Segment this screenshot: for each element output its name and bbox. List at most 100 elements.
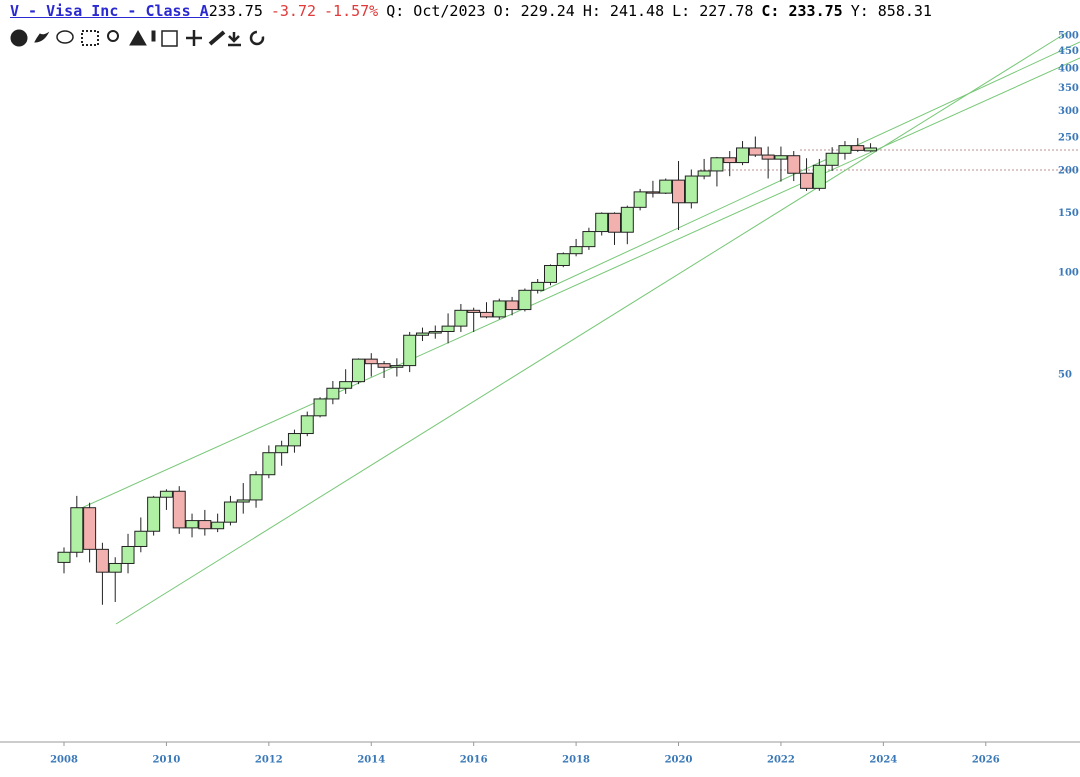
candle-body (351, 358, 365, 383)
symbol-link[interactable]: V - Visa Inc - Class A (10, 2, 209, 20)
x-tick-label: 2014 (357, 755, 385, 766)
x-tick-label: 2026 (972, 755, 1000, 766)
y-tick-label: 250 (1058, 133, 1079, 144)
candle-body (595, 212, 609, 233)
high: H: 241.48 (582, 2, 665, 20)
candle-body (672, 179, 686, 204)
candle-body (313, 398, 327, 417)
link-icon[interactable] (208, 30, 226, 46)
toolbar (10, 29, 265, 47)
candle-body (147, 496, 161, 532)
trend-line (76, 57, 1080, 511)
price: 233.75 (208, 2, 263, 20)
list-icon[interactable] (81, 30, 99, 46)
candle-body (531, 281, 545, 291)
candle-body (812, 164, 826, 189)
y-tick-label: 50 (1058, 370, 1072, 381)
candle-body (172, 490, 186, 529)
candle-body (479, 311, 493, 318)
candle-body (838, 145, 852, 154)
move-icon[interactable] (186, 30, 202, 46)
candle-body (134, 530, 148, 547)
x-tick-label: 2016 (460, 755, 488, 766)
x-tick-label: 2022 (767, 755, 795, 766)
candle-body (825, 152, 839, 166)
refresh-icon[interactable] (249, 30, 265, 46)
candle-body (774, 155, 788, 160)
candle-body (377, 363, 391, 368)
candle-body (300, 415, 314, 435)
candle-body (787, 155, 801, 174)
candle-body (543, 265, 557, 283)
candle-body (608, 212, 622, 233)
candle-body (211, 521, 225, 530)
x-tick-label: 2012 (255, 755, 283, 766)
change-pct: -1.57% (324, 2, 379, 20)
candle-body (736, 147, 750, 164)
x-tick-label: 2020 (665, 755, 693, 766)
candle-body (697, 170, 711, 177)
x-tick-label: 2010 (153, 755, 181, 766)
candle-body (390, 365, 404, 368)
candle-body (505, 300, 519, 311)
candle-body (223, 501, 237, 523)
candle-body (364, 358, 378, 365)
candle-body (684, 175, 698, 204)
candle-body (83, 507, 97, 550)
search-icon[interactable] (107, 30, 119, 42)
y-tick-label: 500 (1058, 31, 1079, 42)
download-icon[interactable] (228, 32, 241, 47)
candle-body (198, 520, 212, 530)
twitter-icon[interactable] (34, 31, 50, 43)
trend-line (539, 41, 1080, 293)
candle-body (800, 172, 814, 189)
exclaim-icon[interactable] (151, 30, 156, 42)
close: C: 233.75 (761, 2, 843, 20)
y-tick-label: 200 (1058, 165, 1079, 176)
candle-body (569, 246, 583, 255)
trend-line (115, 32, 1067, 625)
candle-body (556, 253, 570, 267)
candle-body (748, 147, 762, 156)
candle-body (236, 499, 250, 503)
candle-body (95, 548, 109, 573)
change: -3.72 (270, 2, 317, 20)
candle-body (57, 551, 71, 563)
candle-body (403, 334, 417, 367)
y-tick-label: 100 (1058, 267, 1079, 278)
candle-body (121, 545, 135, 564)
candle-body (339, 381, 353, 389)
y-tick-label: 450 (1058, 46, 1079, 57)
comment-icon[interactable] (56, 30, 74, 44)
candle-body (326, 387, 340, 400)
candle-body (287, 433, 301, 447)
low: L: 227.78 (672, 2, 754, 20)
candle-body (710, 157, 724, 172)
x-tick-label: 2008 (50, 755, 78, 766)
yesterday: Y: 858.31 (850, 2, 932, 20)
candle-body (723, 157, 737, 164)
candle-body (761, 154, 775, 160)
calendar-icon[interactable] (161, 30, 178, 47)
open: O: 229.24 (493, 2, 575, 20)
y-tick-label: 150 (1058, 208, 1079, 219)
quote-header: V - Visa Inc - Class A233.75 -3.72 -1.57% Q… (10, 2, 940, 20)
candle-body (646, 191, 660, 194)
candle-body (492, 300, 506, 318)
y-tick-label: 350 (1058, 83, 1079, 94)
candle-body (582, 231, 596, 248)
x-tick-label: 2024 (869, 755, 897, 766)
candle-body (249, 474, 263, 501)
alert-icon[interactable] (129, 29, 147, 46)
candle-body (518, 289, 532, 311)
dashboard-icon[interactable] (10, 29, 28, 47)
x-tick-label: 2018 (562, 755, 590, 766)
candle-body (108, 562, 122, 573)
period: Q: Oct/2023 (386, 2, 486, 20)
y-tick-label: 400 (1058, 63, 1079, 74)
candle-body (185, 520, 199, 529)
candle-body (415, 332, 429, 336)
candle-body (159, 490, 173, 498)
